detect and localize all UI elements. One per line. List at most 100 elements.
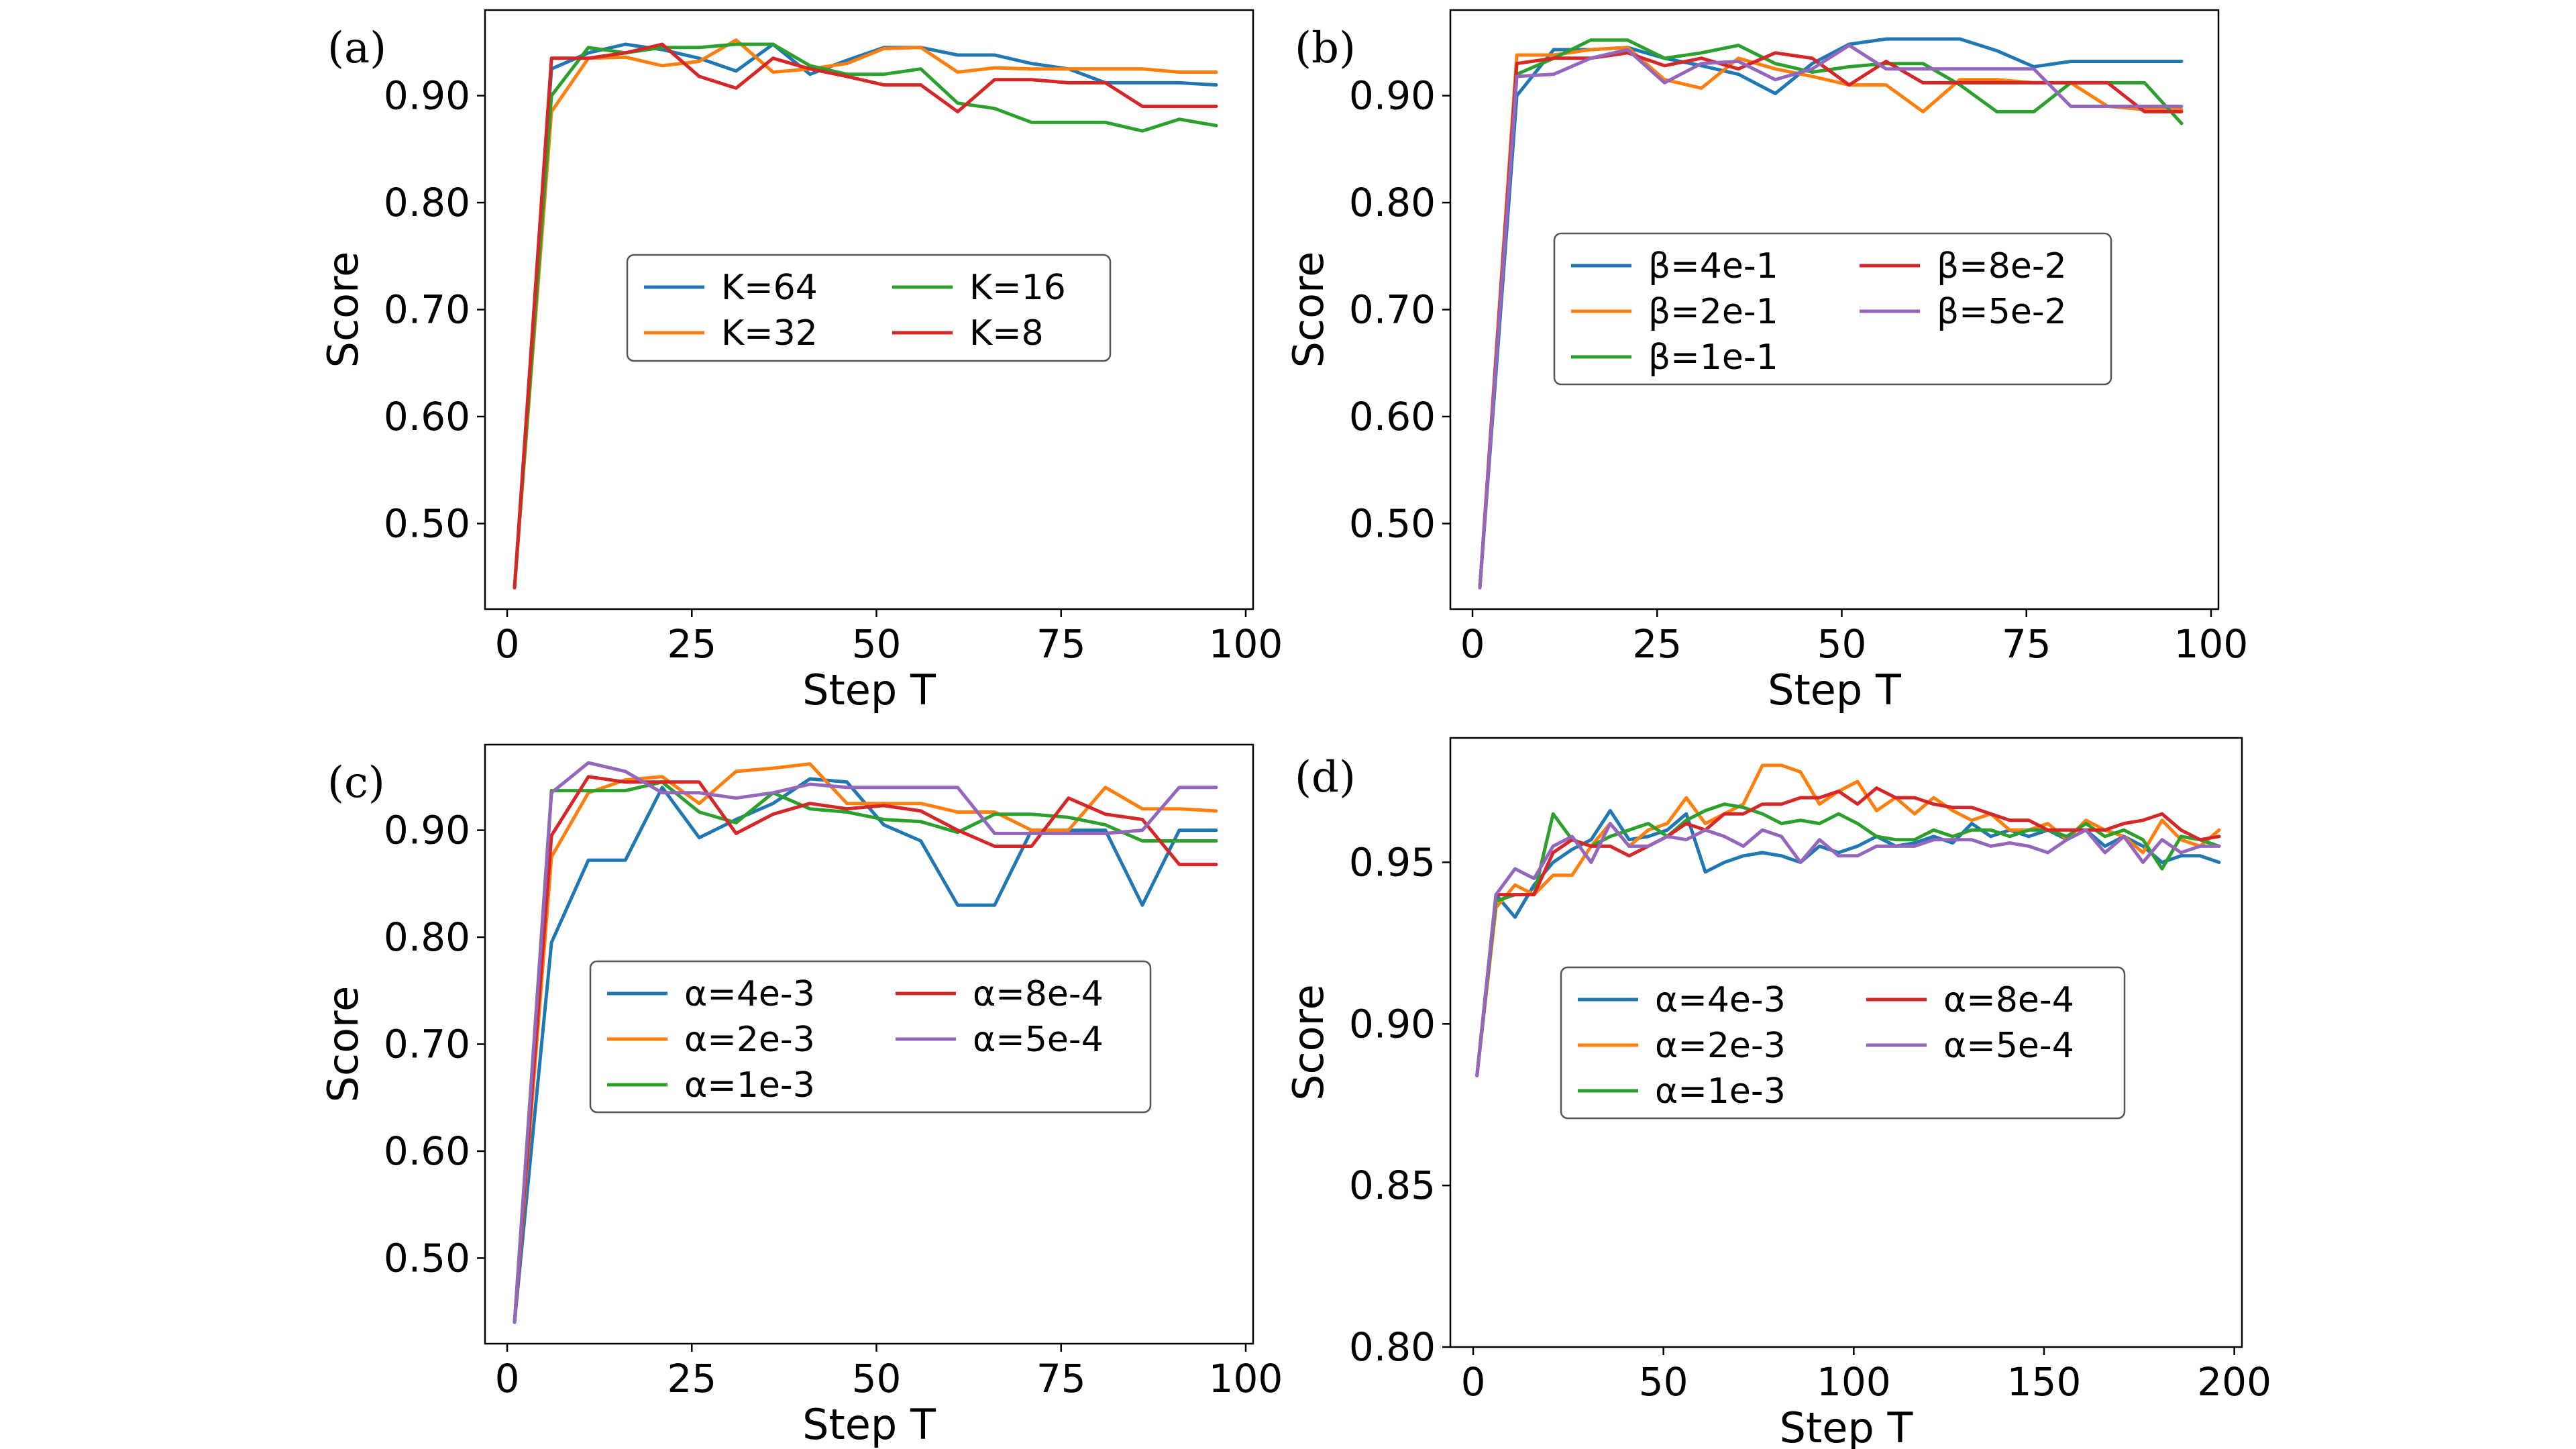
legend: α=4e-3 α=2e-3 α=1e-3 α=8e-4 α=5e-4 bbox=[589, 960, 1152, 1114]
series-line-K=8 bbox=[513, 42, 1218, 590]
y-tick-label: 0.90 bbox=[1349, 73, 1436, 119]
legend-label-K=32: K=32 bbox=[721, 313, 818, 354]
chart-panel-3: (c) 0 25 50 75 100 0.50 0.60 0.70 0.80 0.90 Step T S… bbox=[319, 743, 1283, 1449]
y-tick-label: 0.90 bbox=[1349, 1001, 1436, 1046]
x-tick-label: 0 bbox=[1460, 621, 1485, 667]
legend-label-alpha=5e-4: α=5e-4 bbox=[973, 1020, 1104, 1060]
y-tick-label: 0.60 bbox=[1349, 394, 1436, 439]
legend-label-alpha=4e-3: α=4e-3 bbox=[684, 974, 815, 1014]
series-line-K=64 bbox=[513, 42, 1218, 590]
legend-label-alpha=2e-3: α=2e-3 bbox=[684, 1020, 815, 1060]
legend: α=4e-3 α=2e-3 α=1e-3 α=8e-4 α=5e-4 bbox=[1560, 966, 2126, 1120]
x-tick-label: 50 bbox=[1817, 621, 1867, 667]
x-tick-label: 25 bbox=[1632, 621, 1682, 667]
y-tick-label: 0.85 bbox=[1349, 1163, 1436, 1208]
panel-label: (d) bbox=[1295, 753, 1356, 802]
legend-box bbox=[1553, 232, 2112, 386]
x-tick-label: 100 bbox=[1817, 1359, 1891, 1405]
legend-label-K=8: K=8 bbox=[969, 313, 1044, 354]
x-tick-label: 50 bbox=[852, 621, 902, 667]
x-axis-label: Step T bbox=[1768, 665, 1902, 714]
plot-frame bbox=[1449, 737, 2243, 1348]
legend-label-K=64: K=64 bbox=[721, 268, 818, 308]
x-tick-label: 0 bbox=[1461, 1359, 1486, 1405]
series-line-beta=5e-2 bbox=[1478, 44, 2184, 590]
x-tick-label: 200 bbox=[2197, 1359, 2271, 1405]
legend-label-alpha=8e-4: α=8e-4 bbox=[973, 974, 1104, 1014]
series-lines bbox=[513, 38, 1218, 590]
series-line-K=32 bbox=[513, 38, 1218, 590]
panel-label: (c) bbox=[327, 758, 385, 808]
y-tick-label: 0.70 bbox=[1349, 287, 1436, 333]
legend-label-alpha=5e-4: α=5e-4 bbox=[1943, 1026, 2074, 1066]
chart-panel-2: (b) 0 25 50 75 100 0.50 0.60 0.70 0.80 0.90 Step T S… bbox=[1284, 9, 2249, 714]
series-line-alpha=2e-3 bbox=[513, 762, 1218, 1324]
series-line-alpha=2e-3 bbox=[1475, 763, 2221, 1077]
y-tick-label: 0.80 bbox=[384, 914, 470, 960]
y-tick-label: 0.50 bbox=[384, 500, 470, 546]
panel-label: (b) bbox=[1295, 23, 1356, 73]
legend: K=64 K=32 K=16 K=8 bbox=[626, 254, 1112, 362]
series-line-alpha=8e-4 bbox=[513, 775, 1218, 1324]
legend-box bbox=[589, 960, 1152, 1114]
legend-label-beta=4e-1: β=4e-1 bbox=[1648, 246, 1778, 286]
x-tick-label: 75 bbox=[1036, 621, 1086, 667]
x-tick-label: 100 bbox=[2174, 621, 2249, 667]
x-tick-label: 25 bbox=[667, 621, 716, 667]
series-lines bbox=[513, 761, 1218, 1324]
series-lines bbox=[1478, 37, 2184, 590]
y-tick-label: 0.80 bbox=[1349, 1324, 1436, 1370]
legend: β=4e-1 β=2e-1 β=1e-1 β=8e-2 β=5e-2 bbox=[1553, 232, 2112, 386]
x-tick-label: 75 bbox=[2002, 621, 2051, 667]
panel-label: (a) bbox=[327, 23, 386, 73]
series-line-alpha=5e-4 bbox=[513, 761, 1218, 1324]
chart-panel-1: (a) 0 25 50 75 100 0.50 0.60 0.70 0.80 0.90 Step T S… bbox=[319, 9, 1283, 714]
x-tick-label: 75 bbox=[1036, 1356, 1086, 1401]
y-tick-label: 0.70 bbox=[384, 1022, 470, 1067]
series-line-alpha=1e-3 bbox=[513, 780, 1218, 1324]
x-axis-label: Step T bbox=[802, 1400, 936, 1449]
legend-label-alpha=8e-4: α=8e-4 bbox=[1943, 980, 2074, 1020]
legend-box bbox=[626, 254, 1112, 362]
x-tick-label: 150 bbox=[2007, 1359, 2082, 1405]
x-tick-label: 50 bbox=[1639, 1359, 1688, 1405]
x-tick-label: 25 bbox=[667, 1356, 716, 1401]
legend-label-beta=5e-2: β=5e-2 bbox=[1937, 292, 2067, 332]
x-axis-label: Step T bbox=[802, 665, 936, 714]
x-tick-label: 50 bbox=[852, 1356, 902, 1401]
y-tick-label: 0.90 bbox=[384, 808, 470, 853]
y-axis-label: Score bbox=[1284, 984, 1333, 1101]
y-tick-label: 0.60 bbox=[384, 1128, 470, 1174]
legend-box bbox=[1560, 966, 2126, 1120]
y-tick-label: 0.60 bbox=[384, 394, 470, 439]
y-axis-label: Score bbox=[1284, 252, 1333, 368]
legend-label-beta=1e-1: β=1e-1 bbox=[1648, 337, 1778, 378]
y-tick-label: 0.80 bbox=[1349, 180, 1436, 225]
y-tick-label: 0.50 bbox=[1349, 500, 1436, 546]
legend-label-alpha=1e-3: α=1e-3 bbox=[1655, 1071, 1786, 1112]
legend-label-alpha=1e-3: α=1e-3 bbox=[684, 1065, 815, 1106]
y-tick-label: 0.70 bbox=[384, 287, 470, 333]
y-tick-label: 0.90 bbox=[384, 73, 470, 119]
chart-panel-4: (d) 0 50 100 150 200 0.80 0.85 0.90 0.95 Step T Sco… bbox=[1284, 737, 2271, 1449]
x-tick-label: 0 bbox=[495, 1356, 520, 1401]
legend-label-K=16: K=16 bbox=[969, 268, 1066, 308]
series-lines bbox=[1475, 763, 2221, 1077]
x-axis-label: Step T bbox=[1780, 1403, 1914, 1449]
x-tick-label: 100 bbox=[1209, 1356, 1283, 1401]
legend-label-beta=2e-1: β=2e-1 bbox=[1648, 292, 1778, 332]
legend-label-alpha=4e-3: α=4e-3 bbox=[1655, 980, 1786, 1020]
x-tick-label: 0 bbox=[495, 621, 520, 667]
y-tick-label: 0.80 bbox=[384, 180, 470, 225]
legend-label-beta=8e-2: β=8e-2 bbox=[1937, 246, 2067, 286]
series-line-alpha=4e-3 bbox=[1475, 808, 2221, 1077]
y-tick-label: 0.95 bbox=[1349, 839, 1436, 885]
y-axis-label: Score bbox=[319, 252, 368, 368]
y-tick-label: 0.50 bbox=[384, 1235, 470, 1281]
y-axis-label: Score bbox=[319, 986, 368, 1103]
legend-label-alpha=2e-3: α=2e-3 bbox=[1655, 1026, 1786, 1066]
x-tick-label: 100 bbox=[1209, 621, 1283, 667]
series-line-alpha=5e-4 bbox=[1475, 822, 2221, 1077]
series-line-beta=1e-1 bbox=[1478, 38, 2184, 590]
